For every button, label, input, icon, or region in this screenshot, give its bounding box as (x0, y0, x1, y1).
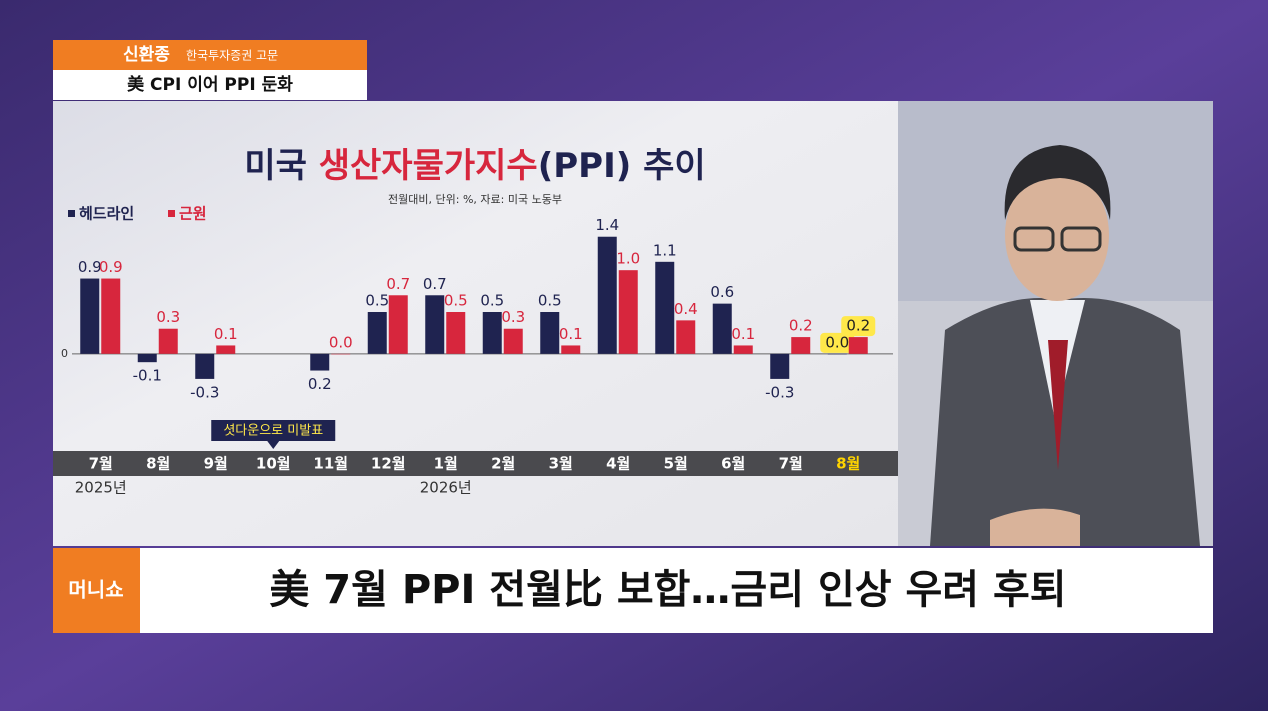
value-label: 0.1 (214, 325, 238, 343)
x-tick-label: 7월 (89, 455, 113, 473)
bar (216, 345, 236, 354)
bar (388, 295, 408, 354)
bar (827, 353, 847, 355)
bar (158, 328, 178, 354)
x-tick-label: 10월 (256, 455, 291, 473)
bar (712, 303, 732, 354)
topic: 美 CPI 이어 PPI 둔화 (127, 74, 293, 95)
value-label: 0.2 (789, 317, 813, 335)
bar (367, 312, 387, 354)
value-label: 0.1 (731, 325, 755, 343)
bar (540, 312, 560, 354)
title-part: 미국 (244, 146, 318, 186)
studio (898, 101, 1213, 546)
value-label: -0.3 (190, 383, 219, 401)
x-tick-label: 6월 (721, 455, 745, 473)
bar (676, 320, 696, 354)
x-tick-label: 9월 (204, 455, 228, 473)
x-tick-label: 3월 (549, 455, 573, 473)
annotation: 셧다운으로 미발표 (223, 424, 323, 439)
value-label-highlight (841, 316, 876, 337)
x-tick-label: 4월 (606, 455, 630, 473)
x-tick-label: 2월 (491, 455, 515, 473)
value-label: 0.5 (444, 292, 468, 310)
year-label: 2026년 (420, 479, 472, 497)
chart-title: 미국 생산자물가지수(PPI) 추이 (244, 146, 705, 186)
value-label: 0.4 (674, 300, 698, 318)
year-label: 2025년 (75, 479, 127, 497)
bar (101, 278, 121, 354)
bar (848, 337, 868, 354)
speaker-bar (53, 40, 367, 70)
value-label: 1.0 (616, 250, 640, 268)
value-label: 1.1 (653, 241, 677, 259)
logo-box (53, 548, 140, 633)
value-label: 0.9 (78, 258, 102, 276)
annotation-arrow (267, 441, 280, 449)
x-tick-label: 8월 (146, 455, 170, 473)
bar (137, 353, 157, 363)
bar (503, 328, 523, 354)
value-label: 0.1 (559, 325, 583, 343)
logo: 머니쇼 (68, 578, 123, 602)
bar (425, 295, 445, 354)
value-label: 0.3 (156, 308, 180, 326)
bar (80, 278, 100, 354)
value-label: -0.3 (765, 383, 794, 401)
x-tick-label: 12월 (371, 455, 406, 473)
value-label: 0.6 (710, 283, 734, 301)
value-label: 0.5 (538, 292, 562, 310)
bar (482, 312, 502, 354)
value-label: 0.3 (501, 308, 525, 326)
topic-bar (53, 70, 367, 100)
bar (733, 345, 753, 354)
value-label: 0.5 (480, 292, 504, 310)
value-label: 0.0 (825, 333, 849, 351)
x-tick-label: 11월 (313, 455, 348, 473)
title-part: 생산자물가지수 (319, 146, 538, 186)
month-strip (454, 451, 898, 476)
bar (655, 261, 675, 354)
month-strip (53, 451, 454, 476)
value-label: -0.1 (133, 367, 162, 385)
annotation-box (211, 420, 336, 441)
value-label: 0.0 (329, 333, 353, 351)
bar (618, 270, 638, 354)
headline: 美 7월 PPI 전월比 보합…금리 인상 우려 후퇴 (269, 567, 1066, 613)
title-part: (PPI) 추이 (538, 146, 706, 186)
x-tick-label: 5월 (664, 455, 688, 473)
speaker-role: 한국투자증권 고문 (186, 49, 278, 63)
legend-swatch (68, 210, 75, 217)
legend-label: 근원 (179, 205, 207, 223)
value-label-highlight (820, 332, 855, 353)
x-tick-label: 8월 (836, 455, 860, 473)
value-label: 0.9 (99, 258, 123, 276)
value-label: 0.7 (386, 275, 410, 293)
subtitle: 전월대비, 단위: %, 자료: 미국 노동부 (388, 193, 562, 206)
bar (310, 353, 330, 371)
value-label: 0.5 (365, 292, 389, 310)
value-label: 0.2 (846, 317, 870, 335)
bar (195, 353, 215, 379)
bar (331, 353, 351, 355)
headline-bar (140, 548, 1213, 633)
bar (446, 312, 466, 354)
value-label: 1.4 (595, 216, 619, 234)
legend-label: 헤드라인 (79, 205, 134, 223)
bar (561, 345, 581, 354)
bar (597, 236, 617, 354)
y-tick-label: 0 (61, 347, 68, 360)
legend-swatch (168, 210, 175, 217)
x-tick-label: 7월 (779, 455, 803, 473)
bar (791, 337, 811, 354)
speaker: 신환종 (123, 45, 170, 65)
bar (770, 353, 790, 379)
value-label: 0.7 (423, 275, 447, 293)
x-tick-label: 1월 (434, 455, 458, 473)
value-label: 0.2 (308, 375, 332, 393)
